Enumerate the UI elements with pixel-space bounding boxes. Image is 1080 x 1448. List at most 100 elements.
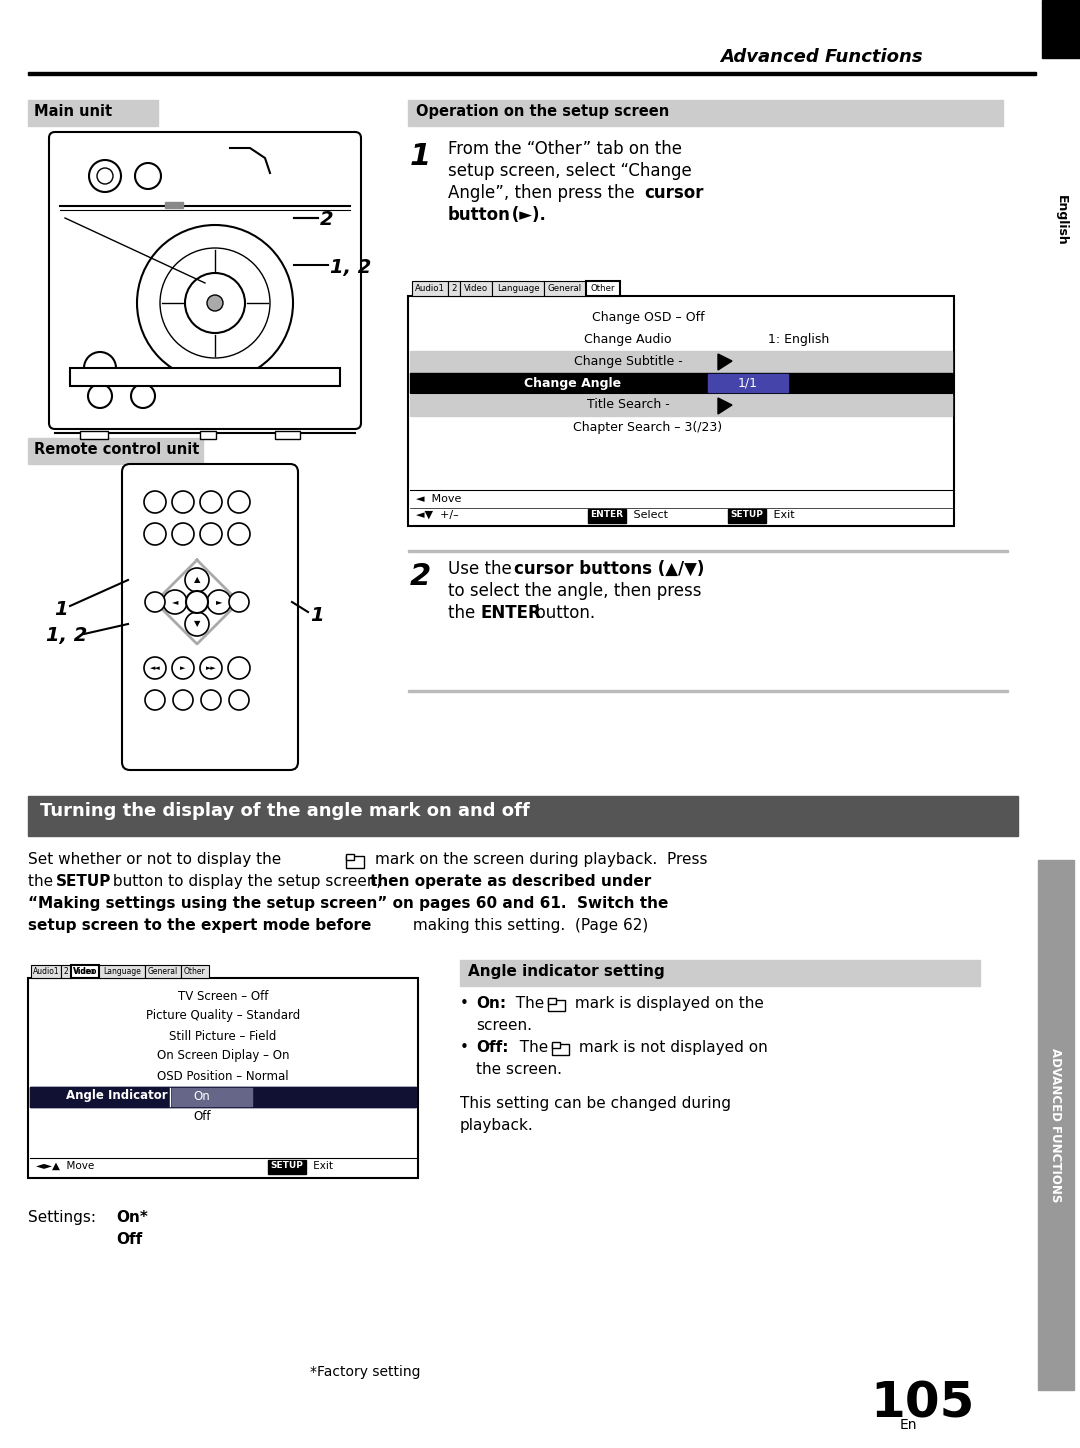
Text: Operation on the setup screen: Operation on the setup screen <box>416 104 670 119</box>
Circle shape <box>186 591 208 613</box>
Text: ►: ► <box>216 598 222 607</box>
Text: Audio1: Audio1 <box>415 284 445 292</box>
Text: 2: 2 <box>320 210 334 229</box>
Text: ENTER: ENTER <box>480 604 541 623</box>
Text: 1: English: 1: English <box>768 333 829 346</box>
Bar <box>408 295 954 526</box>
Circle shape <box>172 523 194 544</box>
Bar <box>30 1087 416 1108</box>
Bar <box>200 432 216 439</box>
Text: •: • <box>460 1040 474 1056</box>
Text: General: General <box>548 284 582 292</box>
Bar <box>552 1043 561 1048</box>
Text: OSD Position – Normal: OSD Position – Normal <box>158 1070 288 1083</box>
Bar <box>548 1001 565 1011</box>
Bar <box>410 395 951 416</box>
Text: then operate as described under: then operate as described under <box>370 875 651 889</box>
Text: Change Subtitle -: Change Subtitle - <box>573 355 683 368</box>
Bar <box>31 964 60 977</box>
Circle shape <box>229 592 249 613</box>
Bar <box>544 281 586 295</box>
Text: 2: 2 <box>64 967 68 976</box>
Text: Select: Select <box>630 510 669 520</box>
Text: setup screen, select “Change: setup screen, select “Change <box>448 162 692 180</box>
Bar <box>99 964 145 977</box>
Circle shape <box>185 613 210 636</box>
Text: the screen.: the screen. <box>476 1061 562 1077</box>
Text: Other: Other <box>184 967 206 976</box>
Circle shape <box>229 691 249 710</box>
Bar <box>30 1087 416 1108</box>
Circle shape <box>185 568 210 592</box>
Circle shape <box>163 589 187 614</box>
Text: Change Audio: Change Audio <box>584 333 672 346</box>
Circle shape <box>185 274 245 333</box>
Text: 2: 2 <box>451 284 457 292</box>
Circle shape <box>84 352 116 384</box>
Circle shape <box>97 168 113 184</box>
FancyBboxPatch shape <box>49 132 361 429</box>
Text: *Factory setting: *Factory setting <box>310 1365 420 1378</box>
Text: to select the angle, then press: to select the angle, then press <box>448 582 702 599</box>
Circle shape <box>228 491 249 513</box>
Text: Still Picture – Field: Still Picture – Field <box>170 1030 276 1043</box>
Circle shape <box>89 159 121 193</box>
Polygon shape <box>718 353 732 371</box>
Text: screen.: screen. <box>476 1018 532 1032</box>
Circle shape <box>200 657 222 679</box>
Text: ▲: ▲ <box>193 575 200 585</box>
Text: Exit: Exit <box>310 1161 333 1171</box>
Bar <box>588 510 626 523</box>
Text: setup screen to the expert mode before: setup screen to the expert mode before <box>28 918 372 933</box>
Text: This setting can be changed during: This setting can be changed during <box>460 1096 731 1111</box>
Text: playback.: playback. <box>460 1118 534 1132</box>
Text: 1, 2: 1, 2 <box>330 258 372 277</box>
Text: ENTER: ENTER <box>591 510 623 518</box>
Bar <box>552 1044 569 1056</box>
Text: On:: On: <box>476 996 507 1011</box>
Text: button to display the setup screen,: button to display the setup screen, <box>108 875 387 889</box>
Text: button.: button. <box>530 604 595 623</box>
Text: •: • <box>460 996 474 1011</box>
Text: ►►: ►► <box>205 665 216 670</box>
Text: On*: On* <box>116 1211 148 1225</box>
Bar <box>145 964 181 977</box>
Bar <box>71 964 99 977</box>
Text: Change Angle: Change Angle <box>524 376 621 390</box>
Text: ◄►▲  Move: ◄►▲ Move <box>36 1161 94 1171</box>
Text: ◄◄: ◄◄ <box>150 665 160 670</box>
Bar <box>586 281 620 295</box>
Text: En: En <box>900 1418 918 1432</box>
Bar <box>60 964 71 977</box>
Circle shape <box>144 491 166 513</box>
Bar <box>492 281 544 295</box>
Text: Picture Quality – Standard: Picture Quality – Standard <box>146 1009 300 1022</box>
Text: Angle”, then press the: Angle”, then press the <box>448 184 640 203</box>
Text: SETUP: SETUP <box>730 510 764 518</box>
Bar <box>28 100 158 126</box>
Circle shape <box>207 295 222 311</box>
Circle shape <box>135 164 161 190</box>
Circle shape <box>144 523 166 544</box>
Text: mark on the screen during playback.  Press: mark on the screen during playback. Pres… <box>375 851 707 867</box>
Text: Off: Off <box>193 1109 211 1122</box>
Text: ADVANCED FUNCTIONS: ADVANCED FUNCTIONS <box>1050 1048 1063 1202</box>
Text: Audio1: Audio1 <box>32 967 59 976</box>
Circle shape <box>137 224 293 381</box>
Bar <box>1042 0 1080 58</box>
Bar <box>460 960 980 986</box>
Text: Off: Off <box>116 1232 143 1247</box>
Circle shape <box>172 657 194 679</box>
Text: 105: 105 <box>870 1380 974 1428</box>
Text: Chapter Search – 3(/23): Chapter Search – 3(/23) <box>573 420 723 433</box>
Text: the: the <box>448 604 481 623</box>
Circle shape <box>200 523 222 544</box>
Text: Remote control unit: Remote control unit <box>33 442 200 458</box>
Bar <box>408 550 1008 552</box>
Text: ◄▼  +/–: ◄▼ +/– <box>416 510 459 520</box>
Bar <box>275 432 300 439</box>
Bar <box>460 281 492 295</box>
Bar <box>28 437 203 463</box>
Text: Video: Video <box>464 284 488 292</box>
Text: the: the <box>28 875 58 889</box>
